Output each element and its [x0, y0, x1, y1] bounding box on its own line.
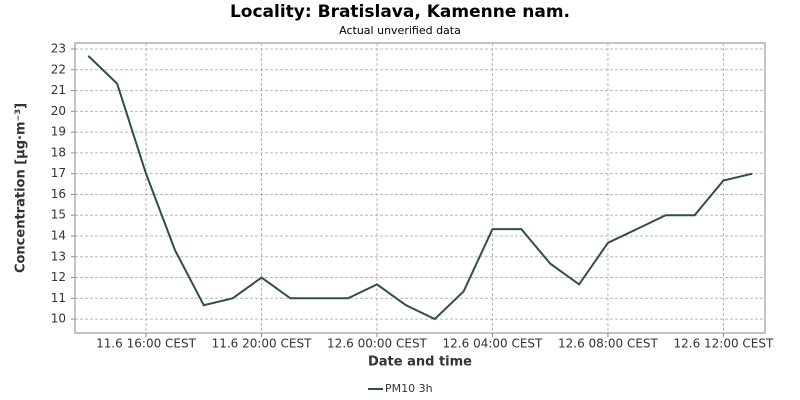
x-tick-label: 12.6 04:00 CEST: [443, 337, 544, 351]
y-axis-label: Concentration [µg·m⁻³]: [14, 103, 29, 273]
y-tick-label: 17: [51, 166, 66, 180]
y-tick-label: 20: [51, 104, 66, 118]
legend-label: PM10 3h: [385, 382, 433, 395]
y-tick-label: 18: [51, 145, 66, 159]
y-tick-label: 16: [51, 187, 66, 201]
y-tick-label: 11: [51, 291, 66, 305]
y-tick-label: 12: [51, 270, 66, 284]
y-tick-label: 19: [51, 125, 66, 139]
y-tick-label: 15: [51, 208, 66, 222]
chart-subtitle: Actual unverified data: [339, 24, 461, 37]
y-tick-label: 22: [51, 62, 66, 76]
x-tick-label: 12.6 08:00 CEST: [558, 337, 659, 351]
x-tick-label: 11.6 16:00 CEST: [96, 337, 197, 351]
x-tick-label: 12.6 00:00 CEST: [327, 337, 428, 351]
x-tick-label: 12.6 12:00 CEST: [674, 337, 775, 351]
y-tick-label: 21: [51, 83, 66, 97]
x-tick-label: 11.6 20:00 CEST: [212, 337, 313, 351]
y-tick-label: 14: [51, 228, 66, 242]
y-tick-label: 13: [51, 249, 66, 263]
x-axis-label: Date and time: [368, 355, 472, 370]
y-tick-label: 10: [51, 312, 66, 326]
y-tick-label: 23: [51, 42, 66, 56]
series-line: [87, 55, 753, 321]
chart-title: Locality: Bratislava, Kamenne nam.: [230, 2, 570, 22]
plot-area: [74, 42, 766, 334]
